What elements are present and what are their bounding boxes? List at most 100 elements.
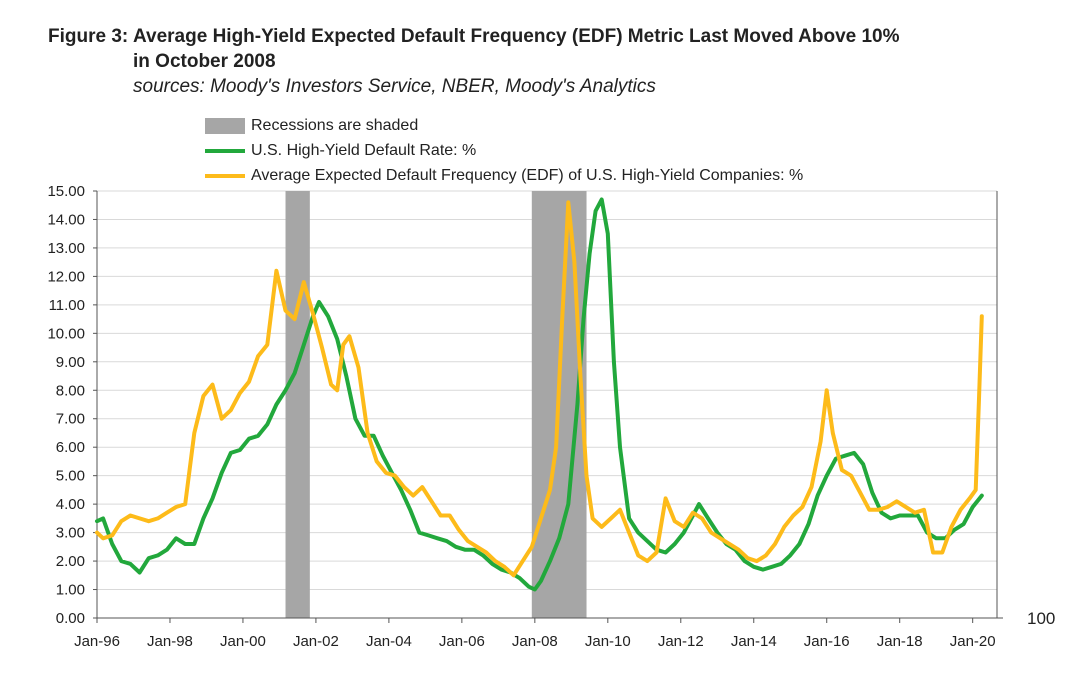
default-rate-point bbox=[119, 559, 123, 563]
default-rate-point bbox=[557, 536, 561, 540]
default-rate-point bbox=[238, 448, 242, 452]
edf-point bbox=[448, 513, 452, 518]
edf-point bbox=[831, 431, 835, 435]
figure-sources: sources: Moody's Investors Service, NBER… bbox=[133, 76, 656, 97]
edf-point bbox=[876, 508, 881, 512]
figure-title: Average High-Yield Expected Default Freq… bbox=[133, 26, 900, 47]
default-rate-point bbox=[697, 502, 701, 506]
default-rate-point bbox=[566, 502, 570, 506]
default-rate-point bbox=[743, 559, 747, 563]
default-rate-point bbox=[797, 542, 802, 546]
default-rate-point bbox=[128, 562, 132, 566]
edf-point bbox=[782, 525, 786, 529]
edf-point bbox=[904, 505, 908, 509]
edf-point bbox=[311, 311, 315, 315]
edf-point bbox=[974, 488, 978, 492]
default-rate-point bbox=[381, 454, 385, 458]
x-tick-label: Jan-96 bbox=[74, 633, 120, 650]
default-rate-point bbox=[752, 565, 756, 569]
default-rate-point bbox=[293, 371, 297, 375]
edf-point bbox=[384, 471, 388, 475]
edf-point bbox=[511, 573, 516, 577]
default-rate-point bbox=[472, 548, 476, 552]
edf-point bbox=[502, 565, 506, 569]
default-rate-point bbox=[183, 542, 187, 546]
default-rate-point bbox=[816, 494, 820, 498]
x-tick-label: Jan-00 bbox=[220, 633, 266, 650]
y-tick-label: 1.00 bbox=[56, 582, 85, 599]
edf-point bbox=[572, 260, 577, 264]
default-rate-point bbox=[247, 437, 251, 441]
edf-point bbox=[439, 513, 443, 518]
x-tick-label: Jan-98 bbox=[147, 633, 193, 650]
edf-point bbox=[247, 380, 251, 384]
edf-point bbox=[673, 519, 677, 523]
edf-point bbox=[466, 539, 470, 543]
edf-point bbox=[700, 516, 704, 521]
edf-point bbox=[347, 334, 351, 338]
default-rate-point bbox=[706, 516, 710, 521]
default-rate-point bbox=[201, 516, 205, 521]
edf-point bbox=[393, 474, 397, 478]
x-tick-label: Jan-10 bbox=[585, 633, 631, 650]
edf-point bbox=[320, 346, 324, 350]
edf-point bbox=[819, 439, 823, 444]
legend-item-edf: Average Expected Default Frequency (EDF)… bbox=[205, 163, 803, 188]
default-rate-point bbox=[843, 454, 847, 458]
edf-point bbox=[356, 365, 361, 370]
edf-point bbox=[591, 516, 595, 521]
recession-band bbox=[285, 191, 310, 618]
edf-point bbox=[654, 550, 659, 555]
default-rate-point bbox=[539, 579, 543, 583]
right-axis-label: 100 bbox=[1027, 609, 1055, 628]
y-tick-label: 4.00 bbox=[56, 496, 85, 513]
default-rate-point bbox=[110, 542, 114, 546]
default-rate-point bbox=[770, 565, 774, 569]
default-rate-point bbox=[335, 337, 339, 341]
default-rate-point bbox=[283, 388, 288, 392]
edf-point bbox=[627, 531, 631, 535]
edf-point bbox=[791, 513, 795, 518]
edf-point bbox=[128, 513, 132, 518]
default-rate-point bbox=[879, 511, 884, 515]
edf-point bbox=[420, 485, 424, 489]
y-tick-label: 9.00 bbox=[56, 354, 85, 371]
default-rate-point bbox=[229, 451, 233, 455]
edf-point bbox=[174, 505, 178, 509]
default-rate-point bbox=[588, 252, 592, 256]
edf-point bbox=[709, 531, 713, 535]
y-tick-label: 13.00 bbox=[47, 240, 85, 257]
default-rate-point bbox=[95, 519, 99, 523]
edf-point bbox=[256, 354, 260, 358]
default-rate-point bbox=[907, 513, 911, 518]
edf-point bbox=[600, 525, 604, 529]
default-rate-point bbox=[326, 314, 330, 318]
edf-point bbox=[691, 511, 695, 515]
default-rate-point bbox=[600, 197, 604, 202]
edf-point bbox=[584, 474, 589, 478]
legend-swatch-recessions bbox=[205, 117, 245, 134]
legend-label-recessions: Recessions are shaded bbox=[251, 116, 419, 134]
default-rate-point bbox=[435, 536, 440, 540]
edf-point bbox=[165, 511, 169, 515]
edf-point bbox=[727, 542, 732, 546]
default-rate-point bbox=[256, 434, 260, 438]
edf-point bbox=[968, 496, 972, 500]
edf-point bbox=[755, 559, 759, 563]
default-rate-point bbox=[575, 402, 580, 407]
edf-point bbox=[636, 553, 640, 558]
x-tick-label: Jan-18 bbox=[877, 633, 923, 650]
default-rate-point bbox=[165, 548, 169, 552]
edf-point bbox=[293, 317, 297, 321]
series-line-edf bbox=[95, 200, 984, 578]
edf-point bbox=[560, 317, 564, 321]
default-rate-point bbox=[302, 343, 306, 347]
default-rate-point bbox=[192, 542, 196, 546]
edf-point bbox=[849, 474, 853, 478]
default-rate-point bbox=[399, 488, 403, 492]
default-rate-point bbox=[363, 434, 367, 438]
default-rate-point bbox=[317, 300, 321, 304]
x-tick-label: Jan-08 bbox=[512, 633, 558, 650]
default-rate-point bbox=[265, 422, 269, 426]
series-line-default-rate bbox=[95, 197, 984, 592]
